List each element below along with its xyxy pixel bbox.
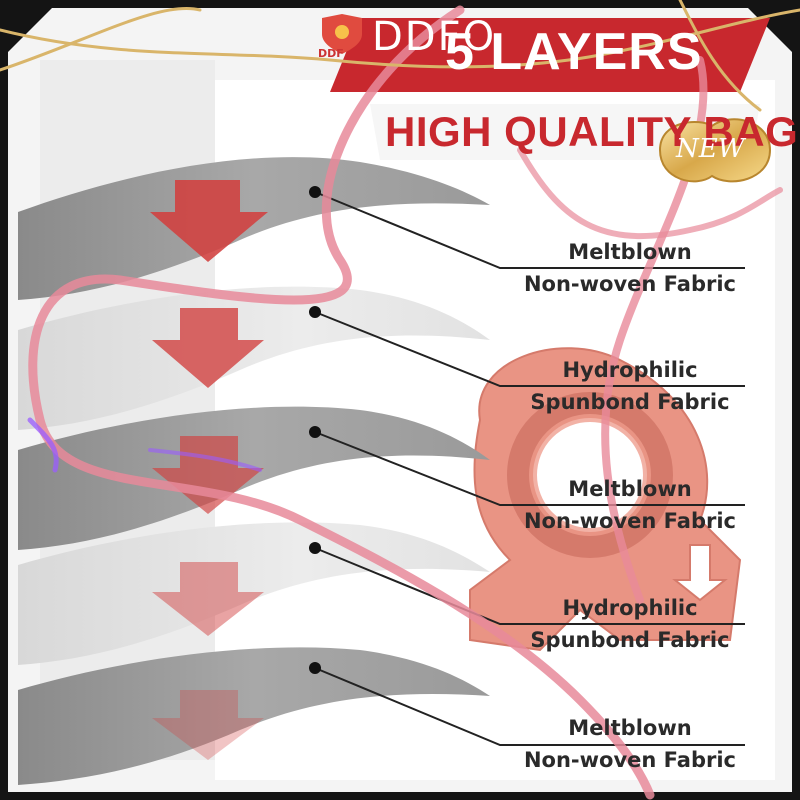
layer-label-4-line2: Spunbond Fabric: [530, 628, 730, 652]
layer-label-5-line1: Meltblown: [568, 716, 692, 740]
layer-label-3-line1: Meltblown: [568, 477, 692, 501]
brand-name: DDFO: [372, 14, 497, 60]
layer-label-4: Hydrophilic Spunbond Fabric: [515, 592, 745, 656]
layer-label-1-line1: Meltblown: [568, 240, 692, 264]
leader-dots: [309, 186, 321, 674]
down-arrow-icon: [150, 180, 268, 760]
headline: 5 LAYERS: [445, 23, 703, 81]
shield-logo-icon: [322, 14, 362, 54]
layer-label-4-line1: Hydrophilic: [562, 596, 698, 620]
brand-logo-text: DDF: [318, 47, 344, 60]
new-badge-label: NEW: [676, 134, 745, 164]
layer-sheets: [18, 157, 490, 785]
layer-label-3-line2: Non-woven Fabric: [523, 509, 736, 533]
layer-label-5-line2: Non-woven Fabric: [523, 748, 736, 772]
layer-label-2-line1: Hydrophilic: [562, 358, 698, 382]
layer-label-2-line2: Spunbond Fabric: [530, 390, 730, 414]
headline-banner: [330, 18, 770, 92]
layer-label-5: Meltblown Non-woven Fabric: [515, 712, 745, 776]
layer-label-2: Hydrophilic Spunbond Fabric: [515, 354, 745, 418]
leader-lines: [314, 191, 745, 746]
layer-label-1-line2: Non-woven Fabric: [523, 272, 736, 296]
subhead: HIGH QUALITY BAG: [385, 108, 799, 155]
layer-label-3: Meltblown Non-woven Fabric: [515, 473, 745, 537]
new-badge-icon: [658, 118, 772, 183]
layer-label-1: Meltblown Non-woven Fabric: [515, 236, 745, 300]
